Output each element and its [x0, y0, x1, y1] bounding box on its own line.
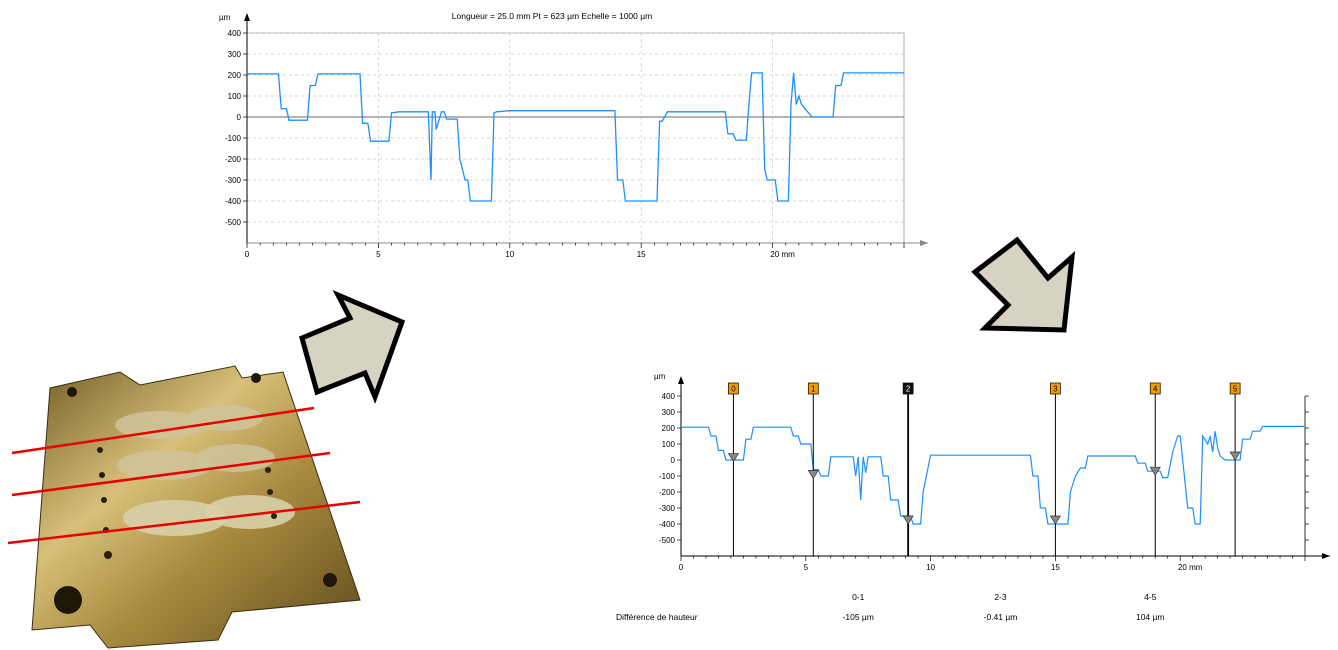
x-tick-label: 15 [1051, 563, 1060, 572]
y-tick-label: -100 [225, 134, 242, 143]
y-tick-label: -400 [659, 520, 676, 529]
y-tick-label: -500 [225, 218, 242, 227]
y-tick-label: 0 [237, 113, 242, 122]
cursor-2[interactable]: 2 [902, 382, 914, 556]
cursor-label: 1 [811, 385, 816, 394]
cursor-label-box[interactable] [1149, 382, 1161, 395]
chart-top-axes [243, 13, 928, 248]
cursor-label-box[interactable] [902, 382, 914, 395]
chart-bot-axes [677, 376, 1330, 561]
y-tick-label: 200 [662, 424, 676, 433]
x-tick-label: 0 [245, 250, 250, 259]
cursor-marker [1229, 451, 1241, 461]
y-tick-label: -200 [659, 488, 676, 497]
y-tick-label: -300 [659, 504, 676, 513]
chart-top-y-unit: µm [219, 13, 231, 22]
cursor-marker [902, 515, 914, 525]
chart-bot-x-tick-labels: 0 5 10 15 20 mm [679, 563, 1203, 572]
x-tick-label: 20 mm [1178, 563, 1203, 572]
y-tick-label: 200 [228, 71, 242, 80]
cursor-label-box[interactable] [728, 382, 739, 395]
cursor-label-box[interactable] [807, 382, 819, 395]
cursor-marker [727, 453, 740, 463]
cursor-label: 2 [906, 385, 911, 394]
cursor-marker [807, 470, 819, 480]
y-tick-label: -500 [659, 536, 676, 545]
cursor-label-box[interactable] [1229, 382, 1241, 395]
x-axis-arrow [1322, 553, 1330, 559]
arrow-to-bottom-chart [971, 236, 1076, 333]
x-axis-arrow [920, 240, 928, 246]
chart-top-title: Longueur = 25.0 mm Pt = 623 µm Echelle =… [452, 11, 652, 21]
height-difference-table: Différence de hauteur 0-1 -105 µm 2-3 -0.41… [616, 592, 1165, 622]
cursor-label: 0 [731, 385, 736, 394]
x-tick-label: 5 [376, 250, 381, 259]
y-tick-label: 300 [662, 408, 676, 417]
cursor-1[interactable]: 1 [807, 382, 819, 556]
chart-bot-profile-line [681, 425, 1305, 525]
cursor-3[interactable]: 3 [1049, 382, 1062, 556]
y-tick-label: -400 [225, 197, 242, 206]
x-tick-label: 15 [637, 250, 646, 259]
difference-pair: 2-3 [994, 592, 1007, 602]
y-axis-arrow [678, 376, 684, 384]
y-tick-label: 100 [662, 440, 676, 449]
chart-top-profile-line [247, 72, 904, 202]
cursor-label: 4 [1153, 385, 1158, 394]
y-tick-label: -200 [225, 155, 242, 164]
brass-plate-photo-icon [7, 365, 361, 649]
height-difference-label: Différence de hauteur [616, 612, 698, 622]
x-tick-label: 0 [679, 563, 684, 572]
difference-value: 104 µm [1136, 612, 1165, 622]
difference-pair: 4-5 [1144, 592, 1157, 602]
cursor-4[interactable]: 4 [1149, 382, 1161, 556]
y-tick-label: -300 [225, 176, 242, 185]
y-tick-label: 300 [228, 50, 242, 59]
cursor-label-box[interactable] [1050, 382, 1061, 395]
cursor-marker [1149, 466, 1161, 476]
chart-top-x-tick-labels: 0 5 10 15 20 mm [245, 250, 795, 259]
cursor-label: 3 [1053, 385, 1058, 394]
chart-top-grid [246, 32, 905, 244]
cursor-marker [1049, 515, 1062, 525]
y-tick-label: 0 [671, 456, 676, 465]
x-tick-label: 20 mm [770, 250, 795, 259]
chart-bot-y-tick-labels: 400 300 200 100 0 -100 -200 -300 -400 -500 [659, 392, 676, 545]
chart-top-y-tick-labels: 400 300 200 100 0 -100 -200 -300 -400 -500 [225, 29, 242, 227]
cursor-0[interactable]: 0 [727, 382, 740, 556]
x-tick-label: 10 [505, 250, 514, 259]
y-axis-arrow [244, 13, 250, 21]
cursor-5[interactable]: 5 [1229, 382, 1241, 556]
y-tick-label: -100 [659, 472, 676, 481]
cursor-label: 5 [1233, 385, 1238, 394]
difference-value: -105 µm [843, 612, 874, 622]
y-tick-label: 100 [228, 92, 242, 101]
arrow-to-top-chart [299, 289, 406, 404]
difference-pair: 0-1 [852, 592, 865, 602]
chart-bot-cursors: 0 1 2 3 4 5 [727, 382, 1241, 556]
profile-chart-raw: Longueur = 25.0 mm Pt = 623 µm Echelle =… [219, 11, 928, 259]
x-tick-label: 10 [926, 563, 935, 572]
chart-bot-y-unit: µm [654, 372, 666, 381]
y-tick-label: 400 [228, 29, 242, 38]
difference-value: -0.41 µm [984, 612, 1018, 622]
x-tick-label: 5 [804, 563, 809, 572]
y-tick-label: 400 [662, 392, 676, 401]
